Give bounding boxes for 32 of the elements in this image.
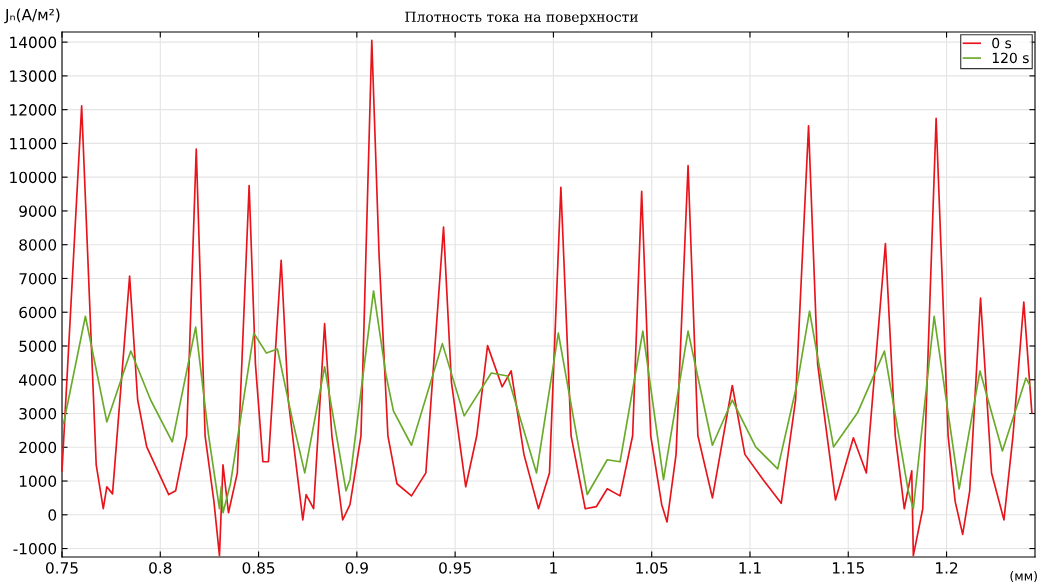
x-axis-title: (мм) (1010, 570, 1037, 583)
y-tick-label: 13000 (10, 70, 57, 82)
y-tick-label: 6000 (19, 306, 57, 319)
x-tick-label: 1 (550, 562, 557, 574)
x-tick-label: 0.75 (46, 562, 78, 574)
x-tick-label: 0.85 (242, 562, 275, 574)
y-tick-label: 12000 (10, 104, 57, 116)
x-tick-label: 1.1 (739, 562, 761, 574)
legend-label: 0 s (992, 37, 1012, 49)
y-tick-label: 4000 (19, 374, 57, 386)
chart-title: Плотность тока на поверхности (405, 11, 638, 25)
y-tick-label: 7000 (19, 272, 57, 285)
y-tick-label: 2000 (19, 441, 57, 454)
y-tick-label: 10000 (10, 171, 57, 184)
line-series (62, 290, 1031, 514)
x-tick-label: 0.8 (149, 562, 172, 574)
x-tick-label: 1.2 (936, 562, 958, 574)
y-axis-title: Jₙ(A/м²) (4, 8, 60, 24)
x-tick-label: 1.15 (832, 562, 864, 574)
x-tick-label: 0.9 (345, 562, 368, 574)
x-tick-label: 1.05 (636, 562, 668, 574)
y-tick-label: 9000 (19, 205, 57, 217)
legend-label: 120 s (992, 52, 1029, 64)
y-tick-label: 1000 (19, 475, 57, 488)
y-tick-label: 8000 (19, 239, 57, 251)
y-tick-label: 0 (48, 509, 57, 521)
x-tick-label: 0.95 (439, 562, 471, 574)
y-tick-label: 3000 (19, 407, 57, 420)
y-tick-label: 11000 (10, 137, 57, 150)
y-tick-label: -1000 (13, 543, 57, 555)
y-tick-label: 14000 (10, 36, 57, 49)
y-tick-label: 5000 (19, 340, 57, 353)
